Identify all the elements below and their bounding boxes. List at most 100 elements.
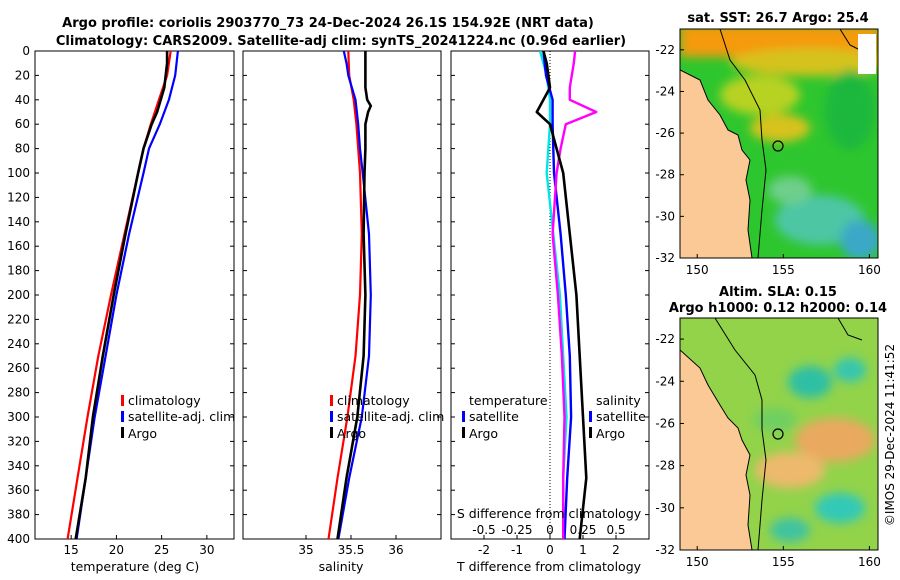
series-climatology-line xyxy=(66,51,172,539)
map-x-tick-label: 160 xyxy=(858,555,881,569)
map-y-tick-label: -28 xyxy=(655,168,675,182)
salinity-axis: 35 35.5 36 xyxy=(298,535,404,557)
legend-temperature: temperature xyxy=(469,393,548,408)
salinity-legend: climatology satellite-adj. clim Argo xyxy=(330,393,444,441)
temperature-legend: climatology satellite-adj. clim Argo xyxy=(121,393,235,441)
sst-warm-patch xyxy=(720,75,800,115)
temperature-xlabel: temperature (deg C) xyxy=(71,559,200,574)
series-climatology-line xyxy=(327,51,363,539)
sst-map-axis: 150 155 160 -22 -24 -26 -28 -30 -32 xyxy=(655,43,880,277)
map-y-tick-label: -24 xyxy=(655,374,675,388)
map-y-tick-label: -24 xyxy=(655,84,675,98)
legend-swatch-s-argo xyxy=(589,427,592,438)
legend-swatch-argo xyxy=(121,427,124,438)
temperature-panel-frame xyxy=(34,50,235,540)
series-argo-line xyxy=(74,51,169,539)
sla-low-patch xyxy=(788,366,832,398)
t-difference-tick-label: -1 xyxy=(511,543,523,557)
depth-tick-label: 0 xyxy=(22,44,30,58)
sst-reef-contour xyxy=(839,29,861,51)
map-x-tick-label: 160 xyxy=(858,263,881,277)
depth-tick-label: 120 xyxy=(7,190,30,204)
sla-color-patches xyxy=(753,358,875,542)
depth-tick-label: 160 xyxy=(7,239,30,253)
s-difference-xlabel: S difference from climatology xyxy=(457,506,642,521)
depth-tick-label: 200 xyxy=(7,288,30,302)
salinity-xlabel: salinity xyxy=(319,559,364,574)
salinity-panel xyxy=(327,51,373,539)
legend-satellite: satellite-adj. clim xyxy=(337,409,444,424)
map-x-tick-label: 150 xyxy=(686,555,709,569)
series-satellite-adj-clim-line xyxy=(75,51,179,539)
sla-land-australia xyxy=(680,318,752,550)
salinity-panel-frame xyxy=(242,50,442,540)
sst-map-title: sat. SST: 26.7 Argo: 25.4 xyxy=(687,11,868,26)
t-difference-tick-label: -2 xyxy=(478,543,490,557)
temperature-x-tick-label: 15 xyxy=(64,543,79,557)
map-y-tick-label: -32 xyxy=(655,543,675,557)
map-y-tick-label: -30 xyxy=(655,209,675,223)
sla-map xyxy=(680,318,878,550)
s-difference-tick-label: -0.25 xyxy=(501,523,532,537)
depth-tick-label: 380 xyxy=(7,508,30,522)
sst-map xyxy=(680,29,878,258)
depth-tick-label: 60 xyxy=(15,117,30,131)
legend-swatch-t-argo xyxy=(462,427,465,438)
depth-tick-labels: 0 20 40 60 80 100 120 140 160 180 200 220 240 260 280 3… xyxy=(7,44,649,546)
t-difference-tick-label: 2 xyxy=(612,543,620,557)
legend-climatology: climatology xyxy=(128,393,201,408)
legend-s-satellite: satellite xyxy=(596,409,646,424)
temperature-axis: 15 20 25 30 xyxy=(64,535,215,557)
legend-swatch-t-satellite xyxy=(462,411,465,422)
map-x-tick-label: 155 xyxy=(772,555,795,569)
map-x-tick-label: 150 xyxy=(686,263,709,277)
legend-s-argo: Argo xyxy=(596,426,625,441)
title-line1: Argo profile: coriolis 2903770_73 24-Dec… xyxy=(62,16,594,31)
map-x-tick-label: 155 xyxy=(772,263,795,277)
series-t-argo-line xyxy=(535,51,588,539)
depth-tick-label: 260 xyxy=(7,361,30,375)
legend-swatch-climatology xyxy=(121,395,124,406)
sla-map-axis: 150 155 160 -22 -24 -26 -28 -30 -32 xyxy=(655,332,880,569)
sst-shelf-contour xyxy=(719,29,767,258)
sla-reef-contour xyxy=(837,318,863,341)
depth-tick-label: 340 xyxy=(7,459,30,473)
depth-tick-label: 280 xyxy=(7,386,30,400)
legend-swatch-satellite xyxy=(121,411,124,422)
map-y-tick-label: -22 xyxy=(655,43,675,57)
sla-map-title: Altim. SLA: 0.15 xyxy=(719,285,837,300)
temperature-x-tick-label: 20 xyxy=(109,543,124,557)
map-y-tick-label: -26 xyxy=(655,416,675,430)
s-difference-tick-label: -0.5 xyxy=(472,523,495,537)
sst-coastline xyxy=(680,69,753,258)
depth-tick-label: 220 xyxy=(7,312,30,326)
depth-tick-label: 180 xyxy=(7,264,30,278)
salinity-x-tick-label: 36 xyxy=(388,543,403,557)
sla-map-subtitle: Argo h1000: 0.12 h2000: 0.14 xyxy=(669,301,887,316)
depth-tick-label: 320 xyxy=(7,434,30,448)
t-difference-tick-label: 1 xyxy=(579,543,587,557)
depth-tick-label: 400 xyxy=(7,532,30,546)
title-line2: Climatology: CARS2009. Satellite-adj cli… xyxy=(56,34,626,49)
legend-swatch-s-satellite xyxy=(589,411,592,422)
depth-tick-label: 80 xyxy=(15,142,30,156)
depth-tick-label: 360 xyxy=(7,483,30,497)
series-satellite-adj-clim-line xyxy=(337,51,372,539)
sst-cool-patch xyxy=(825,70,875,150)
map-y-tick-label: -26 xyxy=(655,126,675,140)
map-y-tick-label: -22 xyxy=(655,332,675,346)
sla-low-patch xyxy=(834,358,866,382)
sst-map-frame xyxy=(679,28,879,259)
map-y-tick-label: -32 xyxy=(655,251,675,265)
map-y-tick-label: -28 xyxy=(655,459,675,473)
map-y-tick-label: -30 xyxy=(655,501,675,515)
sst-float-marker xyxy=(772,140,784,152)
salinity-x-tick-label: 35.5 xyxy=(338,543,365,557)
legend-satellite: satellite-adj. clim xyxy=(128,409,235,424)
depth-tick-label: 300 xyxy=(7,410,30,424)
depth-tick-label: 40 xyxy=(15,93,30,107)
s-difference-tick-label: 0.25 xyxy=(570,523,597,537)
sst-warm-patch xyxy=(750,114,810,142)
legend-argo: Argo xyxy=(337,426,366,441)
